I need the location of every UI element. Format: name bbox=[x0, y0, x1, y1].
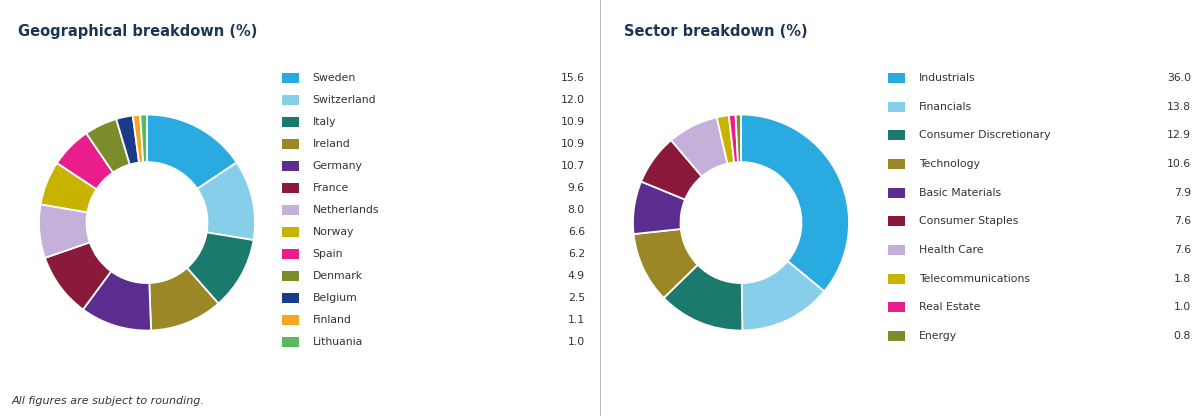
Wedge shape bbox=[116, 116, 139, 165]
FancyBboxPatch shape bbox=[282, 315, 299, 325]
Text: France: France bbox=[312, 183, 349, 193]
FancyBboxPatch shape bbox=[888, 131, 905, 141]
Text: Italy: Italy bbox=[312, 117, 336, 127]
FancyBboxPatch shape bbox=[282, 206, 299, 215]
FancyBboxPatch shape bbox=[282, 139, 299, 149]
FancyBboxPatch shape bbox=[282, 337, 299, 347]
Text: Sweden: Sweden bbox=[312, 73, 356, 83]
Text: Real Estate: Real Estate bbox=[919, 302, 980, 312]
Text: 1.8: 1.8 bbox=[1174, 274, 1190, 284]
FancyBboxPatch shape bbox=[888, 216, 905, 226]
Text: 4.9: 4.9 bbox=[568, 271, 584, 281]
Text: Finland: Finland bbox=[312, 315, 352, 325]
FancyBboxPatch shape bbox=[282, 249, 299, 259]
FancyBboxPatch shape bbox=[888, 73, 905, 83]
Text: Health Care: Health Care bbox=[919, 245, 983, 255]
FancyBboxPatch shape bbox=[888, 245, 905, 255]
Text: Energy: Energy bbox=[919, 331, 956, 341]
Text: 10.7: 10.7 bbox=[560, 161, 584, 171]
Text: 12.9: 12.9 bbox=[1166, 131, 1190, 141]
Wedge shape bbox=[40, 204, 90, 258]
FancyBboxPatch shape bbox=[282, 227, 299, 237]
Wedge shape bbox=[634, 229, 697, 298]
Text: 7.9: 7.9 bbox=[1174, 188, 1190, 198]
Text: Geographical breakdown (%): Geographical breakdown (%) bbox=[18, 24, 257, 39]
Wedge shape bbox=[664, 265, 743, 331]
Wedge shape bbox=[187, 233, 253, 304]
Text: Consumer Discretionary: Consumer Discretionary bbox=[919, 131, 1050, 141]
Wedge shape bbox=[736, 114, 740, 162]
Wedge shape bbox=[149, 268, 218, 330]
Text: Telecommunications: Telecommunications bbox=[919, 274, 1030, 284]
Text: 9.6: 9.6 bbox=[568, 183, 584, 193]
FancyBboxPatch shape bbox=[888, 302, 905, 312]
Wedge shape bbox=[133, 115, 143, 163]
FancyBboxPatch shape bbox=[888, 159, 905, 169]
Wedge shape bbox=[83, 271, 151, 331]
Text: Financials: Financials bbox=[919, 102, 972, 112]
Text: 8.0: 8.0 bbox=[568, 206, 584, 215]
Wedge shape bbox=[146, 114, 236, 189]
FancyBboxPatch shape bbox=[888, 188, 905, 198]
FancyBboxPatch shape bbox=[888, 274, 905, 284]
Text: 7.6: 7.6 bbox=[1174, 216, 1190, 226]
Wedge shape bbox=[44, 243, 112, 310]
Wedge shape bbox=[41, 163, 96, 212]
Text: 13.8: 13.8 bbox=[1166, 102, 1190, 112]
Text: 2.5: 2.5 bbox=[568, 293, 584, 303]
Text: 15.6: 15.6 bbox=[560, 73, 584, 83]
Wedge shape bbox=[140, 114, 146, 162]
Text: Technology: Technology bbox=[919, 159, 979, 169]
Wedge shape bbox=[641, 140, 702, 200]
Text: 1.0: 1.0 bbox=[568, 337, 584, 347]
FancyBboxPatch shape bbox=[282, 117, 299, 127]
FancyBboxPatch shape bbox=[282, 161, 299, 171]
Wedge shape bbox=[671, 117, 727, 176]
Wedge shape bbox=[86, 119, 130, 173]
Text: 6.6: 6.6 bbox=[568, 227, 584, 237]
Text: 12.0: 12.0 bbox=[560, 95, 584, 105]
Text: Basic Materials: Basic Materials bbox=[919, 188, 1001, 198]
Text: Germany: Germany bbox=[312, 161, 362, 171]
FancyBboxPatch shape bbox=[282, 271, 299, 281]
Text: Norway: Norway bbox=[312, 227, 354, 237]
Text: Switzerland: Switzerland bbox=[312, 95, 377, 105]
Wedge shape bbox=[634, 181, 685, 234]
Text: 1.0: 1.0 bbox=[1174, 302, 1190, 312]
FancyBboxPatch shape bbox=[888, 331, 905, 341]
FancyBboxPatch shape bbox=[282, 73, 299, 83]
Text: 10.6: 10.6 bbox=[1166, 159, 1190, 169]
Text: Denmark: Denmark bbox=[312, 271, 362, 281]
Wedge shape bbox=[56, 133, 113, 189]
Text: Industrials: Industrials bbox=[919, 73, 976, 83]
Wedge shape bbox=[728, 115, 738, 163]
FancyBboxPatch shape bbox=[888, 102, 905, 112]
Text: 10.9: 10.9 bbox=[560, 139, 584, 149]
FancyBboxPatch shape bbox=[282, 293, 299, 303]
Text: Belgium: Belgium bbox=[312, 293, 358, 303]
Text: Consumer Staples: Consumer Staples bbox=[919, 216, 1018, 226]
Text: 1.1: 1.1 bbox=[568, 315, 584, 325]
Wedge shape bbox=[740, 114, 848, 291]
Text: 6.2: 6.2 bbox=[568, 249, 584, 259]
Text: Netherlands: Netherlands bbox=[312, 206, 379, 215]
FancyBboxPatch shape bbox=[282, 183, 299, 193]
Text: Spain: Spain bbox=[312, 249, 343, 259]
Text: 36.0: 36.0 bbox=[1166, 73, 1190, 83]
Wedge shape bbox=[716, 115, 734, 163]
Text: 0.8: 0.8 bbox=[1174, 331, 1190, 341]
Text: All figures are subject to rounding.: All figures are subject to rounding. bbox=[12, 396, 205, 406]
Text: Sector breakdown (%): Sector breakdown (%) bbox=[624, 24, 808, 39]
Wedge shape bbox=[742, 261, 824, 331]
FancyBboxPatch shape bbox=[282, 95, 299, 105]
Text: 10.9: 10.9 bbox=[560, 117, 584, 127]
Text: Lithuania: Lithuania bbox=[312, 337, 362, 347]
Text: Ireland: Ireland bbox=[312, 139, 350, 149]
Text: 7.6: 7.6 bbox=[1174, 245, 1190, 255]
Wedge shape bbox=[197, 162, 254, 240]
